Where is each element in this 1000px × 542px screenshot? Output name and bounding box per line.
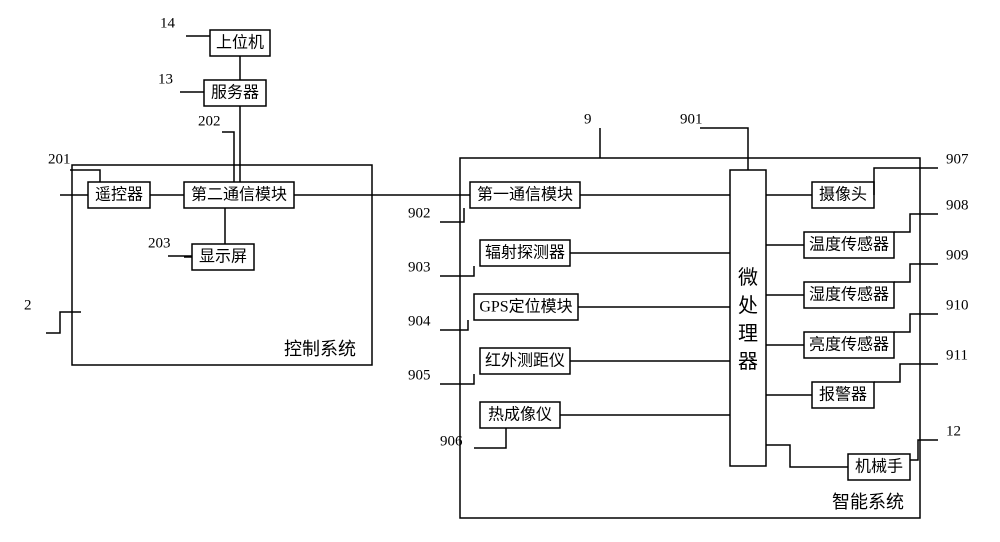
alarm-num: 911 (946, 347, 968, 363)
radiation-label: 辐射探测器 (485, 244, 565, 262)
microprocessor-box (730, 170, 766, 466)
host_pc-label: 上位机 (216, 34, 264, 52)
temp-label: 温度传感器 (809, 236, 889, 254)
thermal-label: 热成像仪 (488, 406, 552, 424)
microprocessor-num: 901 (680, 111, 703, 127)
display-num: 203 (148, 235, 171, 251)
radiation-num: 903 (408, 259, 431, 275)
comm1-label: 第一通信模块 (477, 186, 573, 204)
server-num: 13 (158, 71, 173, 87)
remote-label: 遥控器 (95, 186, 143, 204)
bright-num: 910 (946, 297, 969, 313)
comm1-num: 902 (408, 205, 431, 221)
control-system-num: 2 (24, 297, 32, 313)
system-block-diagram: 控制系统 2 智能系统 9 微处理器 901 上位机 14 服务器 13 遥控器 201 第二通信模块 2… (0, 0, 1000, 542)
gps-num: 904 (408, 313, 431, 329)
alarm-label: 报警器 (819, 386, 867, 404)
robot_arm-num: 12 (946, 423, 961, 439)
humid-num: 909 (946, 247, 969, 263)
server-label: 服务器 (211, 84, 259, 102)
camera-label: 摄像头 (819, 186, 867, 204)
comm2-label: 第二通信模块 (191, 186, 287, 204)
robot_arm-label: 机械手 (855, 458, 903, 476)
microprocessor-label-1: 处 (738, 294, 758, 317)
ir_dist-num: 905 (408, 367, 431, 383)
display-label: 显示屏 (199, 249, 247, 266)
camera-num: 907 (946, 151, 969, 167)
smart-system-num: 9 (584, 111, 592, 127)
microprocessor-label-2: 理 (738, 323, 758, 345)
comm2-num: 202 (198, 113, 221, 129)
remote-num: 201 (48, 151, 71, 167)
microprocessor-label-0: 微 (738, 266, 758, 289)
ir_dist-label: 红外测距仪 (485, 352, 565, 370)
temp-num: 908 (946, 197, 969, 213)
humid-label: 湿度传感器 (809, 286, 889, 304)
microprocessor-label-3: 器 (738, 351, 758, 373)
bright-label: 亮度传感器 (809, 336, 889, 354)
host_pc-num: 14 (160, 15, 176, 31)
control-system-label: 控制系统 (284, 339, 356, 359)
gps-label: GPS定位模块 (479, 298, 572, 316)
thermal-num: 906 (440, 433, 463, 449)
smart-system-label: 智能系统 (832, 492, 904, 512)
